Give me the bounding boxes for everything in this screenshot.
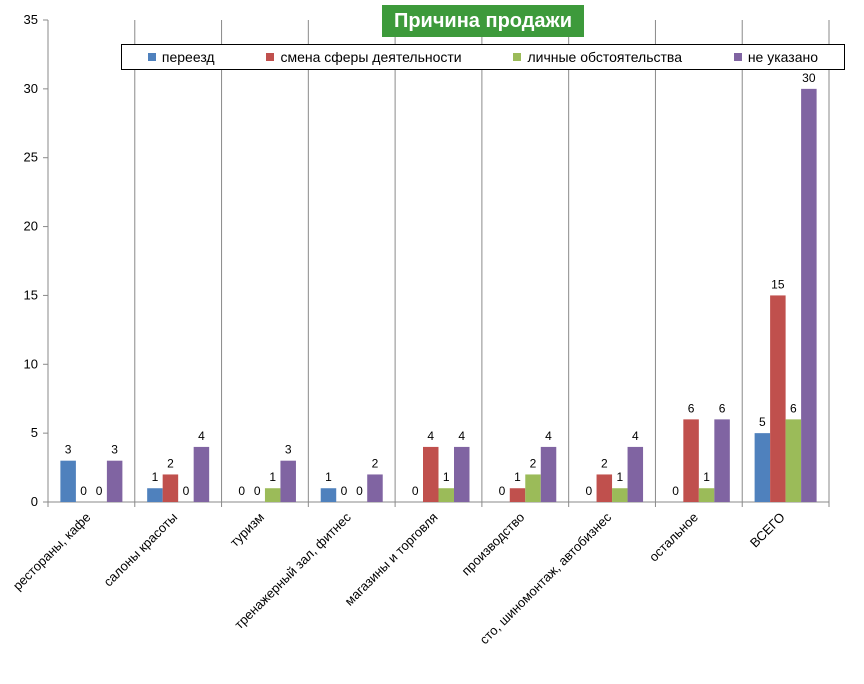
data-label: 0 [356,484,363,498]
legend-swatch [147,53,156,61]
data-label: 2 [601,456,608,470]
bar [683,419,699,502]
bar [320,488,337,502]
bar [509,488,526,502]
data-label: 0 [412,484,419,498]
bar [714,419,730,502]
x-tick-label: магазины и торговля [342,510,441,609]
legend-label: не указано [747,49,819,65]
data-label: 3 [65,443,72,457]
bar [801,88,817,502]
chart-title: Причина продажи [382,5,584,37]
bar [754,433,771,502]
x-tick-label: рестораны, кафе [10,510,94,594]
data-label: 4 [632,429,639,443]
data-label: 1 [152,470,159,484]
y-tick-label: 10 [24,356,38,371]
bar [264,488,281,502]
data-label: 1 [616,470,623,484]
data-label: 0 [80,484,87,498]
y-tick-label: 0 [31,494,38,509]
legend-label: смена сферы деятельности [280,49,462,65]
legend-swatch [513,53,522,61]
legend-swatch [733,53,742,61]
legend-item-change-activity: смена сферы деятельности [266,49,462,65]
bar [596,474,613,502]
data-label: 2 [530,456,537,470]
data-label: 4 [427,429,434,443]
bar [438,488,454,502]
x-tick-label: салоны красоты [100,510,180,590]
data-label: 1 [269,470,276,484]
data-label: 5 [759,415,766,429]
bar [540,446,557,502]
data-label: 0 [341,484,348,498]
x-tick-label: производство [458,510,527,579]
data-label: 0 [96,484,103,498]
data-label: 1 [443,470,450,484]
data-label: 4 [198,429,205,443]
data-label: 0 [254,484,261,498]
y-tick-label: 5 [31,425,38,440]
data-label: 0 [672,484,679,498]
y-tick-label: 15 [24,287,38,302]
legend-item-moving: переезд [147,49,215,65]
legend-label: личные обстоятельства [527,49,682,65]
bar [106,460,123,502]
bar [770,295,786,502]
bar [147,488,163,502]
data-label: 15 [771,277,785,291]
bar [280,460,296,502]
data-label: 2 [167,456,174,470]
y-tick-label: 25 [24,150,38,165]
data-label: 3 [111,443,118,457]
data-label: 0 [499,484,506,498]
legend-item-not-specified: не указано [733,49,819,65]
legend-item-personal: личные обстоятельства [513,49,682,65]
bar [423,446,439,502]
bar [612,488,628,502]
data-label: 0 [585,484,592,498]
bar [60,460,76,502]
bar [454,446,470,502]
data-label: 1 [514,470,521,484]
data-label: 0 [183,484,190,498]
legend: переезд смена сферы деятельности личные … [121,44,845,70]
data-label: 4 [458,429,465,443]
x-tick-label: остальное [646,510,701,565]
data-label: 1 [325,470,332,484]
data-label: 0 [238,484,245,498]
data-label: 3 [285,443,292,457]
data-label: 30 [802,71,816,85]
bar [367,474,383,502]
data-label: 6 [790,401,797,415]
bar [193,446,210,502]
data-label: 4 [545,429,552,443]
y-tick-label: 20 [24,219,38,234]
legend-label: переезд [161,49,215,65]
data-label: 6 [688,401,695,415]
bar [525,474,541,502]
bar [698,488,715,502]
bar [627,446,644,502]
bar [162,474,179,502]
x-tick-label: туризм [227,509,267,549]
legend-swatch [266,53,275,61]
data-label: 6 [719,401,726,415]
bar [785,419,802,502]
data-label: 1 [703,470,710,484]
data-label: 2 [372,456,379,470]
y-tick-label: 35 [24,12,38,27]
x-tick-label: ВСЕГО [747,510,788,551]
y-tick-label: 30 [24,81,38,96]
